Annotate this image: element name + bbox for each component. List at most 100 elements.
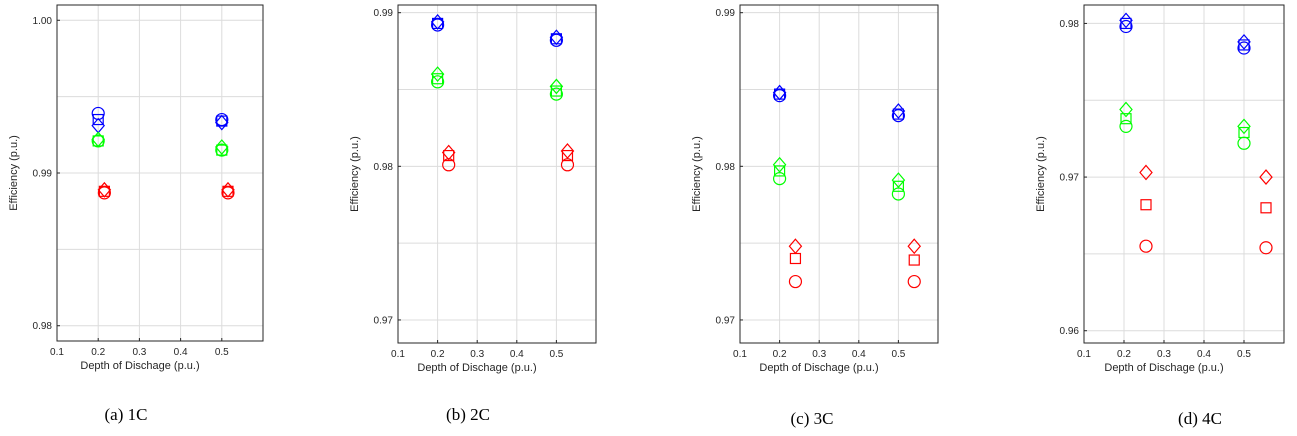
y-tick-label: 0.97 — [716, 315, 736, 326]
x-tick-label: 0.4 — [852, 349, 866, 360]
red-diamond-marker — [1259, 169, 1273, 185]
red-square-marker — [789, 252, 802, 265]
blue-square-marker — [1238, 39, 1250, 51]
y-tick-label: 0.98 — [374, 162, 394, 173]
green-square-marker — [550, 85, 563, 97]
red-diamond-marker — [907, 238, 922, 255]
chart-panel-1: 0.1 0.2 0.3 0.4 0.5 0.98 0.99 1.00 Depth of Disc… — [8, 4, 264, 424]
green-square-marker — [216, 144, 228, 156]
green-circle-marker — [549, 87, 564, 101]
blue-circle-marker — [1237, 41, 1251, 55]
x-tick-label: 0.2 — [773, 349, 787, 360]
x-tick-label: 0.5 — [1237, 349, 1251, 360]
x-tick-label: 0.2 — [1117, 349, 1131, 360]
y-tick-label: 0.98 — [33, 321, 53, 332]
panel-caption: (d) 4C — [1178, 409, 1222, 428]
green-diamond-marker — [430, 66, 445, 83]
red-diamond-marker — [560, 143, 575, 159]
panel-caption: (b) 2C — [446, 405, 490, 424]
green-diamond-marker — [891, 172, 906, 189]
y-tick-label: 0.97 — [374, 315, 394, 326]
red-circle-marker — [1139, 239, 1153, 253]
x-tick-label: 0.1 — [1077, 349, 1091, 360]
y-tick-label: 0.99 — [716, 8, 736, 19]
axes-box — [397, 4, 597, 344]
blue-square-marker — [1120, 17, 1132, 30]
blue-diamond-marker — [215, 114, 229, 131]
green-diamond-marker — [1237, 118, 1251, 135]
red-square-marker — [561, 149, 574, 162]
panel-caption: (c) 3C — [791, 409, 834, 428]
blue-diamond-marker — [772, 84, 787, 101]
axes-box — [739, 4, 939, 344]
y-tick-label: 0.99 — [33, 169, 53, 180]
blue-square-marker — [892, 108, 905, 120]
x-axis-label: Depth of Dischage (p.u.) — [759, 362, 878, 374]
green-circle-marker — [1119, 119, 1133, 133]
chart-panel-2: 0.1 0.2 0.3 0.4 0.5 0.97 0.98 0.99 Depth of Disc… — [349, 4, 597, 424]
panel-caption: (a) 1C — [105, 405, 148, 424]
y-tick-label: 0.96 — [1060, 326, 1080, 337]
x-tick-label: 0.5 — [891, 349, 905, 360]
red-diamond-marker — [441, 144, 456, 161]
x-tick-label: 0.3 — [1157, 349, 1171, 360]
chart-panel-3: 0.1 0.2 0.3 0.4 0.5 0.97 0.98 0.99 Depth of Disc… — [691, 4, 939, 428]
green-diamond-marker — [91, 131, 105, 148]
red-diamond-marker — [1139, 164, 1153, 181]
x-tick-label: 0.1 — [391, 349, 405, 360]
blue-diamond-marker — [549, 29, 564, 46]
x-tick-label: 0.4 — [174, 347, 188, 358]
x-axis-label: Depth of Dischage (p.u.) — [80, 360, 199, 372]
green-square-marker — [773, 165, 786, 177]
y-tick-label: 0.99 — [374, 8, 394, 19]
x-tick-label: 0.2 — [91, 347, 105, 358]
x-tick-label: 0.3 — [470, 349, 484, 360]
blue-diamond-marker — [430, 13, 445, 30]
red-diamond-marker — [788, 238, 803, 255]
blue-diamond-marker — [1119, 12, 1133, 29]
blue-diamond-marker — [891, 103, 906, 119]
green-square-marker — [1120, 113, 1132, 125]
red-square-marker — [443, 149, 455, 162]
green-diamond-marker — [215, 139, 229, 155]
x-tick-label: 0.5 — [215, 347, 229, 358]
green-square-marker — [1238, 126, 1250, 139]
blue-square-marker — [92, 113, 104, 126]
red-square-marker — [1260, 202, 1272, 214]
x-tick-label: 0.4 — [510, 349, 524, 360]
y-axis-label: Efficiency (p.u.) — [1035, 136, 1047, 212]
green-circle-marker — [215, 143, 229, 157]
red-diamond-marker — [221, 181, 235, 198]
green-square-marker — [432, 73, 444, 85]
y-axis-label: Efficiency (p.u.) — [8, 135, 20, 211]
axes-box — [1083, 4, 1285, 344]
x-tick-label: 0.3 — [812, 349, 826, 360]
x-tick-label: 0.2 — [431, 349, 445, 360]
green-square-marker — [892, 180, 905, 192]
x-axis-label: Depth of Dischage (p.u.) — [1104, 362, 1223, 374]
x-tick-label: 0.1 — [50, 347, 64, 358]
y-axis-label: Efficiency (p.u.) — [349, 136, 361, 212]
x-axis-label: Depth of Dischage (p.u.) — [417, 362, 536, 374]
green-diamond-marker — [549, 78, 564, 95]
red-square-marker — [1140, 199, 1152, 211]
blue-diamond-marker — [1237, 33, 1251, 50]
red-diamond-marker — [97, 181, 112, 198]
chart-panel-4: 0.1 0.2 0.3 0.4 0.5 0.96 0.97 0.98 Depth of Disc… — [1035, 4, 1285, 428]
blue-circle-marker — [1119, 19, 1133, 34]
y-tick-label: 0.98 — [716, 162, 736, 173]
x-tick-label: 0.3 — [132, 347, 146, 358]
y-axis-label: Efficiency (p.u.) — [691, 136, 703, 212]
x-tick-label: 0.1 — [733, 349, 747, 360]
red-circle-marker — [788, 274, 803, 289]
green-diamond-marker — [1119, 101, 1133, 118]
y-tick-label: 1.00 — [33, 16, 53, 27]
green-circle-marker — [431, 75, 445, 89]
red-square-marker — [908, 254, 920, 266]
x-tick-label: 0.4 — [1197, 349, 1211, 360]
x-tick-label: 0.5 — [549, 349, 563, 360]
red-circle-marker — [907, 274, 921, 289]
red-circle-marker — [1259, 241, 1273, 255]
green-diamond-marker — [772, 156, 787, 173]
